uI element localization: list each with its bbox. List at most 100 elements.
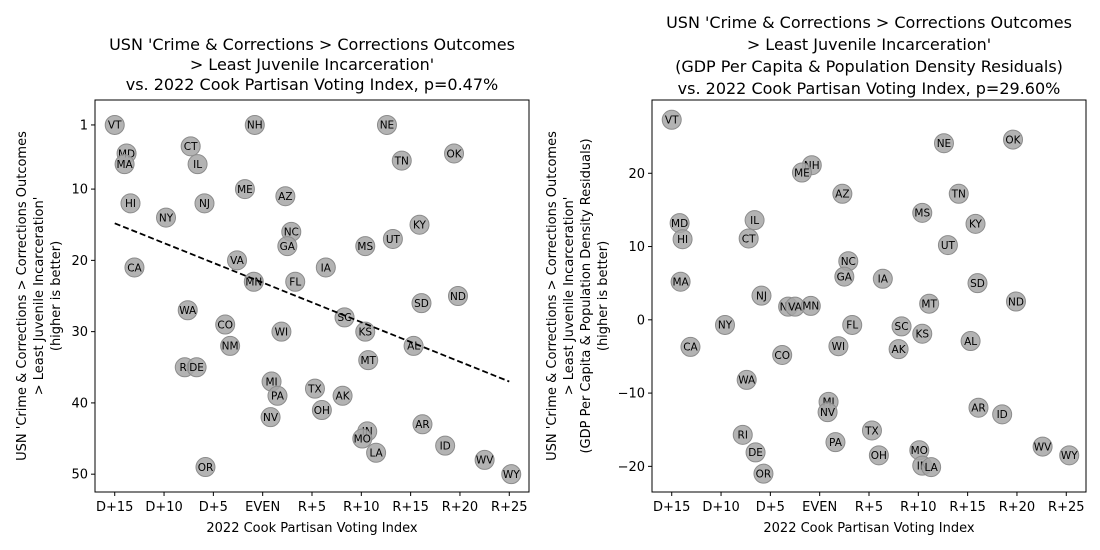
point-label: NM	[222, 341, 239, 353]
y-tick-label: 40	[71, 396, 88, 411]
data-point-va: VA	[785, 296, 806, 317]
point-label: OH	[871, 450, 887, 462]
data-point-ut: UT	[937, 235, 958, 256]
point-label: CT	[742, 233, 756, 245]
point-label: AL	[964, 336, 977, 348]
point-label: GA	[280, 241, 296, 253]
data-point-ia: IA	[872, 268, 893, 289]
point-marker	[435, 435, 456, 456]
point-marker	[382, 228, 403, 249]
point-marker	[355, 236, 376, 257]
point-marker	[960, 331, 981, 352]
data-point-mn: MN	[800, 295, 821, 316]
point-label: IL	[193, 159, 202, 171]
point-marker	[888, 339, 909, 360]
data-point-ca: CA	[124, 257, 145, 278]
point-label: WV	[476, 455, 494, 467]
data-point-la: LA	[921, 457, 942, 478]
data-point-mt: MT	[919, 293, 940, 314]
data-point-ma: MA	[670, 271, 691, 292]
point-label: MA	[672, 277, 689, 289]
data-point-wv: WV	[474, 449, 495, 470]
data-point-ct: CT	[738, 228, 759, 249]
data-point-nd: ND	[1005, 291, 1026, 312]
x-tick-label: R+10	[900, 500, 936, 515]
data-point-tx: TX	[304, 378, 325, 399]
point-label: CA	[127, 262, 142, 274]
point-label: HI	[125, 198, 136, 210]
point-marker	[912, 202, 933, 223]
data-point-wy: WY	[501, 464, 522, 485]
x-tick-label: R+10	[343, 500, 379, 515]
data-point-nm: NM	[220, 335, 241, 356]
point-marker	[732, 424, 753, 445]
point-label: DE	[748, 447, 763, 459]
point-marker	[661, 109, 682, 130]
y-axis-label: USN 'Crime & Corrections > Corrections O…	[545, 131, 611, 461]
data-point-ma: MA	[114, 154, 135, 175]
y-axis-label-line: USN 'Crime & Corrections > Corrections O…	[545, 131, 560, 461]
point-label: ID	[440, 440, 451, 452]
data-point-de: DE	[186, 357, 207, 378]
point-label: FL	[289, 277, 301, 289]
chart-title-line: vs. 2022 Cook Partisan Voting Index, p=2…	[678, 79, 1061, 98]
point-label: PA	[829, 437, 843, 449]
data-point-wa: WA	[736, 369, 757, 390]
y-axis-label-line: (higher is better)	[49, 241, 64, 351]
data-point-wa: WA	[177, 300, 198, 321]
data-point-hi: HI	[672, 229, 693, 250]
data-point-ks: KS	[912, 323, 933, 344]
point-marker	[474, 449, 495, 470]
point-marker	[967, 273, 988, 294]
data-point-fl: FL	[842, 314, 863, 335]
y-tick-label: −10	[618, 387, 645, 402]
chart-panel-2: USN 'Crime & Corrections > Corrections O…	[545, 13, 1087, 536]
point-marker	[834, 266, 855, 287]
data-point-az: AZ	[832, 183, 853, 204]
x-tick-label: R+25	[491, 500, 527, 515]
y-tick-label: 0	[637, 313, 645, 328]
point-marker	[919, 293, 940, 314]
y-tick-label: 20	[628, 167, 645, 182]
point-label: NE	[937, 138, 952, 150]
point-label: IL	[750, 215, 759, 227]
data-point-co: CO	[215, 314, 236, 335]
point-marker	[285, 271, 306, 292]
point-label: NV	[263, 412, 279, 424]
point-label: MS	[914, 208, 930, 220]
point-label: AR	[415, 419, 429, 431]
point-label: AL	[407, 341, 420, 353]
point-marker	[187, 154, 208, 175]
point-marker	[714, 314, 735, 335]
point-label: NY	[159, 212, 174, 224]
data-point-ak: AK	[888, 339, 909, 360]
data-point-ks: KS	[355, 321, 376, 342]
data-point-ar: AR	[968, 397, 989, 418]
data-point-az: AZ	[275, 186, 296, 207]
data-point-ne: NE	[376, 114, 397, 135]
y-tick-label: 10	[628, 240, 645, 255]
data-point-tx: TX	[861, 420, 882, 441]
point-marker	[227, 250, 248, 271]
point-marker	[124, 257, 145, 278]
y-tick-label: 50	[71, 468, 88, 483]
point-marker	[861, 420, 882, 441]
point-label: HI	[677, 234, 688, 246]
data-point-ky: KY	[965, 213, 986, 234]
point-marker	[311, 400, 332, 421]
x-tick-label: R+20	[999, 500, 1035, 515]
data-point-va: VA	[227, 250, 248, 271]
point-label: ME	[237, 184, 253, 196]
point-label: MT	[360, 355, 376, 367]
data-point-la: LA	[366, 442, 387, 463]
x-tick-label: D+15	[653, 500, 690, 515]
data-point-mo: MO	[352, 428, 373, 449]
trend-line	[114, 222, 510, 383]
point-label: CO	[774, 350, 790, 362]
point-label: DE	[189, 362, 204, 374]
point-marker	[271, 321, 292, 342]
data-point-nd: ND	[447, 286, 468, 306]
point-label: CT	[184, 141, 198, 153]
data-point-me: ME	[234, 179, 255, 200]
y-tick-label: 30	[71, 325, 88, 340]
